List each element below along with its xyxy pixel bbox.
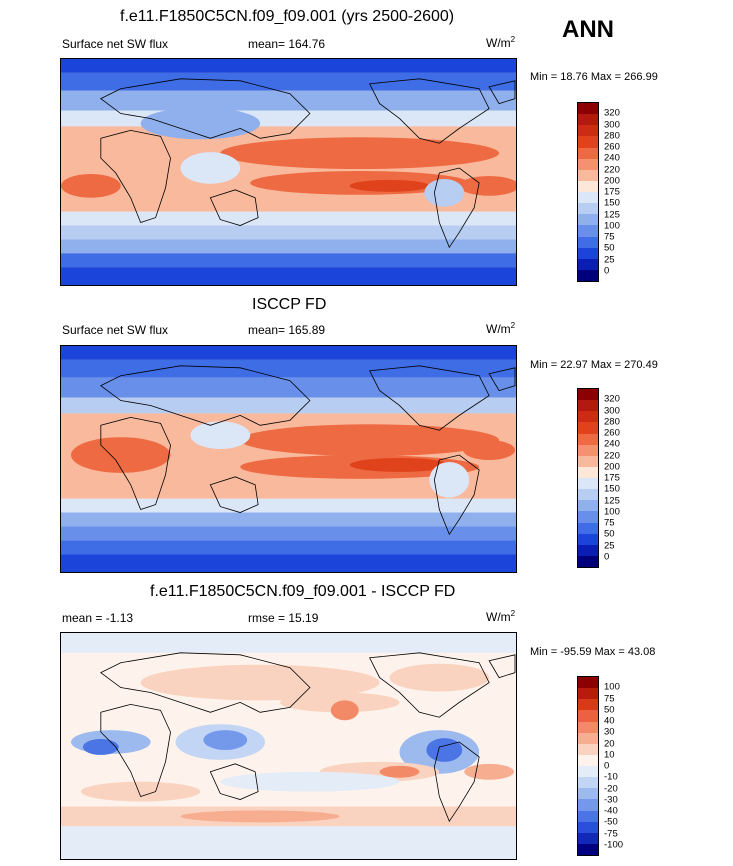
tick-label: 40 bbox=[604, 715, 615, 727]
tick-label: 150 bbox=[604, 483, 620, 495]
panel3-mean-label: mean = -1.13 bbox=[62, 611, 134, 625]
tick-label: 240 bbox=[604, 152, 620, 164]
panel1-units: W/m2 bbox=[486, 35, 516, 50]
tick-label: 175 bbox=[604, 186, 620, 198]
panel3-map bbox=[60, 632, 517, 860]
panel1-title: f.e11.F1850C5CN.f09_f09.001 (yrs 2500-26… bbox=[120, 8, 455, 25]
tick-label: 20 bbox=[604, 738, 615, 749]
panel2-title: ISCCP FD bbox=[252, 296, 327, 313]
tick-label: 100 bbox=[604, 506, 620, 518]
panel1-variable-label: Surface net SW flux bbox=[62, 37, 169, 51]
season-label: ANN bbox=[562, 16, 614, 43]
panel3-minmax: Min = -95.59 Max = 43.08 bbox=[530, 646, 656, 658]
tick-label: 220 bbox=[604, 450, 620, 461]
panel2-units: W/m2 bbox=[486, 321, 516, 336]
panel2-map bbox=[60, 345, 517, 573]
tick-label: 200 bbox=[604, 461, 620, 473]
tick-label: 300 bbox=[604, 119, 620, 130]
tick-label: -50 bbox=[604, 816, 618, 828]
tick-label: 25 bbox=[604, 540, 615, 551]
tick-label: 100 bbox=[604, 681, 620, 693]
tick-label: 240 bbox=[604, 438, 620, 450]
panel3-colorbar bbox=[577, 676, 599, 856]
tick-label: 220 bbox=[604, 164, 620, 175]
panel1-colorbar bbox=[577, 102, 599, 282]
panel3-units: W/m2 bbox=[486, 609, 516, 624]
tick-label: 0 bbox=[604, 551, 610, 563]
tick-label: 50 bbox=[604, 528, 615, 540]
tick-label: 175 bbox=[604, 472, 620, 484]
tick-label: 300 bbox=[604, 405, 620, 416]
tick-label: 150 bbox=[604, 197, 620, 209]
tick-label: 125 bbox=[604, 495, 620, 506]
tick-label: 100 bbox=[604, 220, 620, 232]
tick-label: 10 bbox=[604, 749, 615, 761]
panel3-title: f.e11.F1850C5CN.f09_f09.001 - ISCCP FD bbox=[150, 583, 456, 600]
tick-label: 0 bbox=[604, 265, 610, 277]
panel2-minmax: Min = 22.97 Max = 270.49 bbox=[530, 359, 658, 371]
tick-label: 50 bbox=[604, 242, 615, 254]
tick-label: 125 bbox=[604, 209, 620, 220]
tick-label: 75 bbox=[604, 517, 615, 529]
panel1-mean-label: mean= 164.76 bbox=[248, 37, 326, 51]
tick-label: 75 bbox=[604, 693, 615, 704]
tick-label: 50 bbox=[604, 704, 615, 716]
tick-label: 30 bbox=[604, 726, 615, 738]
panel2-colorbar bbox=[577, 388, 599, 568]
panel1-minmax: Min = 18.76 Max = 266.99 bbox=[530, 71, 658, 83]
tick-label: 75 bbox=[604, 231, 615, 243]
panel1-map bbox=[60, 58, 517, 286]
panel2-mean-label: mean= 165.89 bbox=[248, 323, 326, 337]
panel3-rmse-label: rmse = 15.19 bbox=[248, 611, 319, 625]
panel2-variable-label: Surface net SW flux bbox=[62, 323, 169, 337]
tick-label: 260 bbox=[604, 427, 620, 439]
tick-label: 25 bbox=[604, 254, 615, 265]
tick-label: -75 bbox=[604, 828, 618, 839]
tick-label: 320 bbox=[604, 107, 620, 119]
tick-label: 0 bbox=[604, 760, 610, 772]
tick-label: -20 bbox=[604, 783, 618, 794]
tick-label: 280 bbox=[604, 130, 620, 142]
tick-label: -100 bbox=[604, 839, 624, 851]
tick-label: -30 bbox=[604, 794, 618, 806]
tick-label: 260 bbox=[604, 141, 620, 153]
tick-label: -40 bbox=[604, 805, 618, 817]
tick-label: 280 bbox=[604, 416, 620, 428]
tick-label: 320 bbox=[604, 393, 620, 405]
tick-label: -10 bbox=[604, 771, 618, 783]
tick-label: 200 bbox=[604, 175, 620, 187]
